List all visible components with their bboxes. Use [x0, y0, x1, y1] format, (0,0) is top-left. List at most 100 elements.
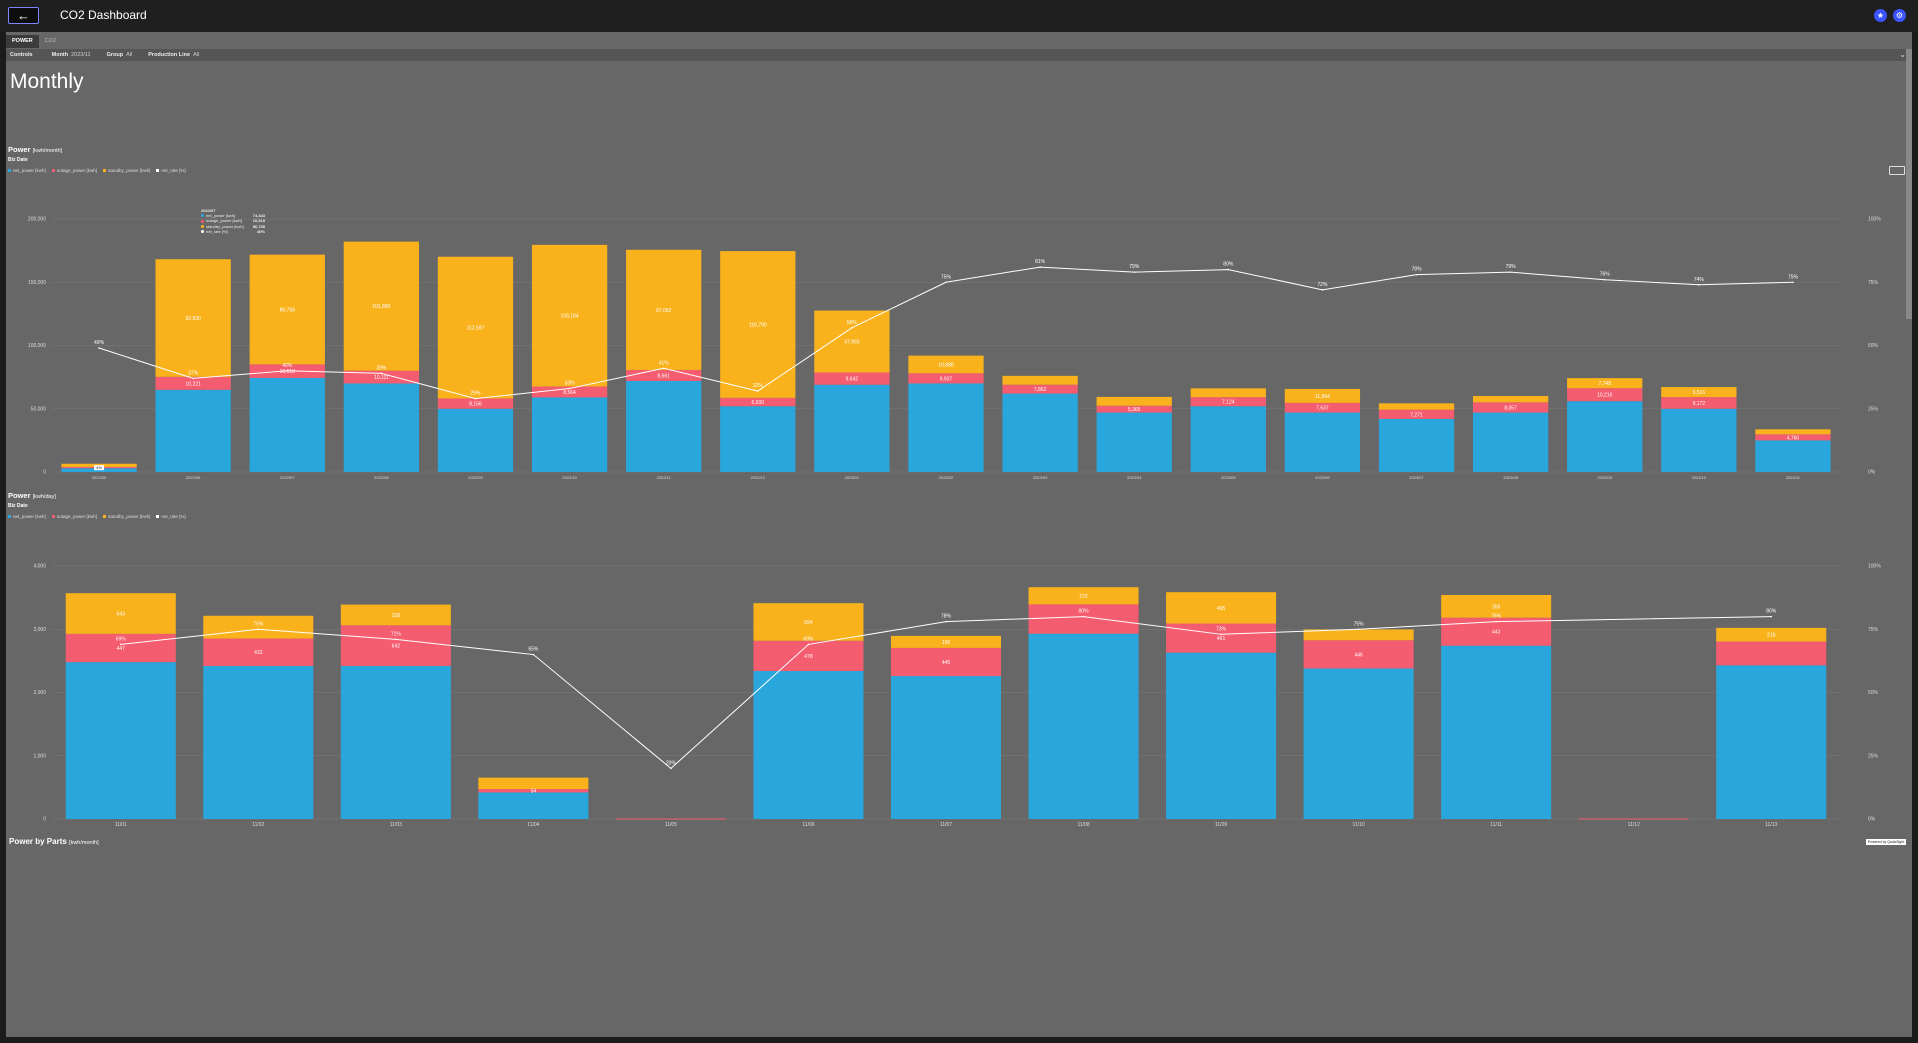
outage-data-label: 433 — [254, 650, 263, 656]
bar-standby — [1190, 388, 1266, 398]
rate-data-label: 69% — [116, 636, 127, 642]
net-rate-point — [1039, 266, 1041, 268]
rate-data-label: 76% — [1600, 272, 1611, 278]
bar-net — [1378, 418, 1455, 472]
bar-outage — [1190, 397, 1266, 407]
standby-data-label: 328 — [392, 613, 401, 619]
parts-chart-title: Power by Parts [kwh/month] — [9, 837, 99, 846]
x-tick-label: 2023/03 — [1033, 475, 1048, 480]
net-rate-point — [945, 281, 947, 284]
net-rate-point — [1495, 620, 1497, 623]
legend-item[interactable]: standby_power [kwh] — [103, 514, 150, 519]
y2-tick-label: 50% — [1868, 343, 1879, 349]
expand-icon[interactable] — [1889, 166, 1905, 175]
bar-net — [1661, 408, 1737, 472]
x-tick-label: 2023/11 — [1786, 475, 1801, 480]
y2-tick-label: 75% — [1868, 280, 1879, 286]
bar-outage — [626, 369, 702, 381]
y-tick-label: 200,000 — [28, 217, 46, 223]
bar-net — [155, 389, 231, 472]
monthly-power-chart[interactable]: 0 50,000 100,000 150,000 200,000 0% 25% 50% 75% 1… — [6, 177, 1912, 492]
page-heading: Monthly — [10, 70, 84, 93]
rate-data-label: 78% — [1412, 267, 1423, 273]
rate-data-label: 75% — [1354, 621, 1365, 627]
bar-outage — [1716, 641, 1827, 666]
legend-item[interactable]: net_power [kwh] — [8, 168, 46, 173]
outage-data-label: 8,156 — [469, 402, 482, 408]
scrollbar[interactable] — [1906, 49, 1912, 319]
x-tick-label: 2022/08 — [374, 475, 389, 480]
group-control[interactable]: Group All — [106, 52, 133, 58]
bar-outage — [155, 376, 231, 390]
net-rate-point — [474, 397, 477, 400]
rate-data-label: 80% — [1079, 609, 1090, 615]
bar-net — [531, 397, 608, 472]
controls-toggle[interactable]: Controls — [10, 52, 33, 58]
legend-item[interactable]: outage_power [kwh] — [51, 514, 97, 519]
monthly-chart-title: Power [kwh/month] — [8, 145, 63, 154]
bar-standby — [1166, 592, 1277, 624]
chevron-down-icon[interactable]: ⌄ — [1899, 50, 1906, 59]
legend-item[interactable]: outage_power [kwh] — [51, 168, 97, 173]
outage-data-label: 7,271 — [1410, 412, 1423, 418]
rate-data-label: 78% — [1491, 614, 1502, 620]
month-control[interactable]: Month 2023/11 — [51, 52, 91, 58]
legend-item[interactable]: standby_power [kwh] — [103, 168, 150, 173]
x-tick-label: 11/11 — [1490, 822, 1502, 828]
legend-item[interactable]: net_power [kwh] — [8, 514, 46, 519]
outage-data-label: 54 — [531, 789, 537, 795]
bar-net — [1441, 645, 1552, 819]
rate-data-label: 81% — [1035, 259, 1046, 265]
net-rate-point — [395, 638, 397, 641]
x-tick-label: 11/13 — [1765, 822, 1777, 828]
bar-standby — [203, 615, 314, 639]
x-tick-label: 2022/07 — [280, 475, 295, 480]
tab-power[interactable]: POWER — [6, 35, 39, 48]
rate-data-label: 78% — [941, 614, 952, 620]
bar-outage — [478, 789, 589, 793]
x-tick-label: 11/06 — [802, 822, 814, 828]
outage-data-label: 10,216 — [1597, 393, 1613, 399]
daily-legend: net_power [kwh] outage_power [kwh] stand… — [8, 514, 192, 519]
x-tick-label: 2023/01 — [845, 475, 860, 480]
outage-data-label: 8,564 — [563, 390, 576, 396]
standby-data-label: 92,830 — [186, 316, 202, 322]
bar-outage — [720, 397, 796, 407]
app-title: CO2 Dashboard — [60, 8, 147, 22]
tab-co2[interactable]: CO2 — [44, 38, 57, 44]
net-rate-point — [1227, 268, 1230, 271]
outage-data-label: 9,172 — [1693, 401, 1706, 407]
star-icon[interactable]: ★ — [1874, 9, 1887, 22]
bar-standby — [343, 241, 420, 371]
rate-data-label: 29% — [470, 391, 481, 397]
bar-net — [1567, 401, 1643, 472]
standby-data-label: 97,052 — [656, 308, 672, 314]
production-line-control[interactable]: Production Line All — [148, 52, 200, 58]
monthly-legend: net_power [kwh] outage_power [kwh] stand… — [8, 168, 192, 173]
bar-standby — [531, 244, 608, 387]
bar-outage — [340, 625, 451, 666]
net-rate-line — [120, 616, 1772, 770]
standby-data-label: 594 — [804, 620, 813, 626]
legend-item[interactable]: net_rate [%] — [156, 514, 186, 519]
bar-net — [1028, 633, 1139, 819]
chart-tooltip: 2022/07 net_power [kwh] 74,443 outage_pow… — [201, 208, 265, 234]
back-button[interactable]: ← — [8, 7, 39, 24]
x-tick-label: 2023/07 — [1409, 475, 1424, 480]
x-tick-label: 2022/12 — [751, 475, 766, 480]
rate-data-label: 80% — [1766, 609, 1777, 615]
first-bar-label-bg — [94, 465, 105, 471]
settings-icon[interactable]: ⚙ — [1893, 9, 1906, 22]
bar-standby — [1755, 429, 1831, 435]
y-tick-label: 0 — [43, 470, 46, 476]
bar-net — [1472, 412, 1549, 472]
standby-data-label: 116,790 — [749, 323, 767, 329]
x-tick-label: 11/07 — [940, 822, 952, 828]
daily-power-chart[interactable]: 0 1,000 2,000 3,000 4,000 0% 25% 50% 75% 100% 447 6… — [6, 524, 1912, 836]
x-tick-label: 2022/09 — [468, 475, 483, 480]
net-rate-point — [1220, 633, 1222, 636]
legend-item[interactable]: net_rate [%] — [156, 168, 186, 173]
bar-standby — [1096, 396, 1172, 406]
bar-standby — [155, 259, 231, 377]
x-tick-label: 2022/05 — [92, 475, 107, 480]
